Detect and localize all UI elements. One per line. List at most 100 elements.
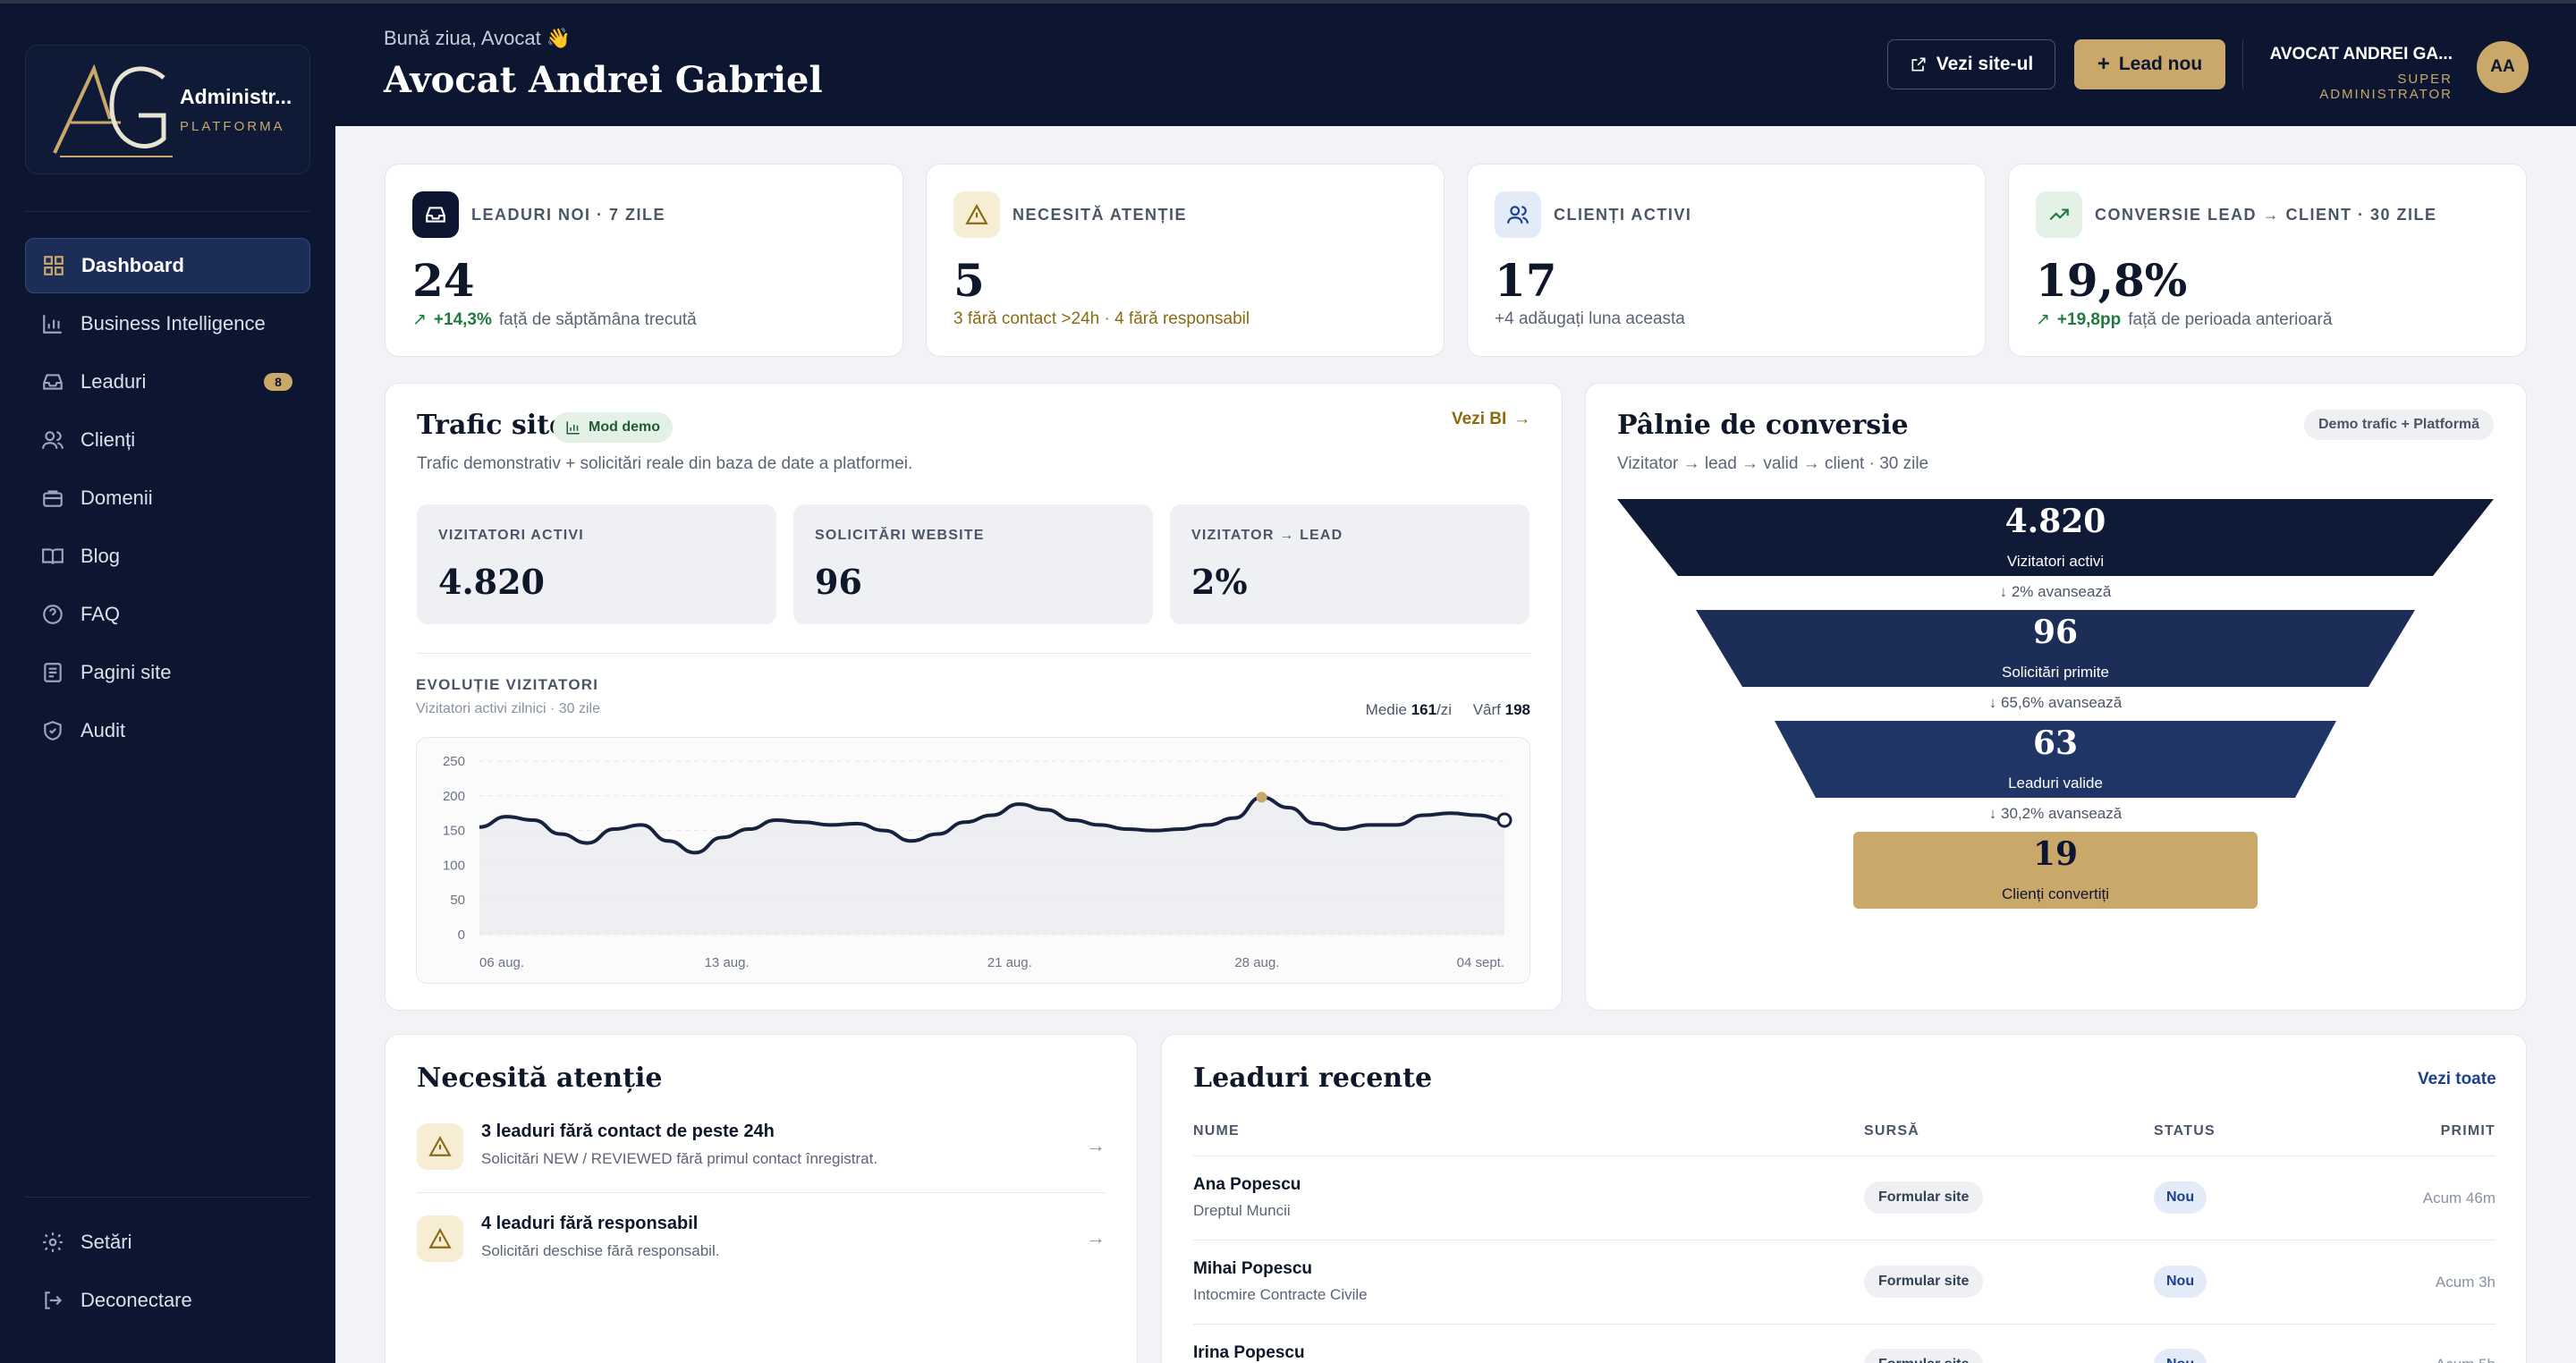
arrow-down-icon: ↓: [1988, 805, 2002, 822]
stat-value: 96: [815, 562, 862, 602]
kpi-label: NECESITĂ ATENȚIE: [1013, 206, 1188, 224]
x-tick-label: 28 aug.: [1234, 955, 1279, 970]
lead-received-time: Acum 5h: [2317, 1356, 2496, 1363]
funnel-label: Vizitatori activi: [2006, 553, 2105, 570]
funnel-stage-requests[interactable]: [1696, 610, 2415, 687]
kpi-note-text: față de săptămâna trecută: [498, 309, 697, 329]
stat-active-visitors: VIZITATORI ACTIVI 4.820: [417, 504, 776, 624]
kpi-value: 24: [412, 254, 475, 307]
view-all-link[interactable]: Vezi toate: [2418, 1070, 2496, 1088]
attention-item-no-owner[interactable]: 4 leaduri fără responsabil Solicitări de…: [417, 1206, 1106, 1283]
inbox-icon: [41, 370, 64, 394]
sidebar-item-faq[interactable]: FAQ: [25, 587, 310, 642]
arrow-down-icon: ↓: [1999, 583, 2012, 600]
user-name[interactable]: AVOCAT ANDREI GA...: [2269, 45, 2453, 63]
view-bi-link[interactable]: Vezi BI →: [1452, 410, 1530, 429]
funnel-shapes: [1617, 499, 2494, 909]
sidebar-item-pagini-site[interactable]: Pagini site: [25, 645, 310, 700]
kpi-card-attention[interactable]: NECESITĂ ATENȚIE 5 3 fără contact >24h ·…: [926, 164, 1445, 357]
avatar[interactable]: AA: [2477, 41, 2529, 93]
kpi-note-text: față de perioada anterioară: [2128, 309, 2333, 329]
header-divider: [2242, 39, 2243, 89]
lead-source-chip: Formular site: [1864, 1266, 1984, 1298]
funnel-stage-clients[interactable]: [1853, 832, 2258, 909]
arrow-right-icon: →: [1086, 1134, 1106, 1156]
sidebar-item-audit[interactable]: Audit: [25, 703, 310, 758]
kpi-label: CLIENȚI ACTIVI: [1554, 206, 1692, 224]
sidebar-item-blog[interactable]: Blog: [25, 529, 310, 584]
avg-unit: /zi: [1436, 701, 1453, 718]
attention-item-subtitle: Solicitări NEW / REVIEWED fără primul co…: [481, 1150, 878, 1167]
gear-icon: [41, 1231, 64, 1254]
lead-received-time: Acum 3h: [2435, 1274, 2496, 1291]
funnel-stage-valid[interactable]: [1775, 721, 2336, 798]
bar-chart-icon: [41, 312, 64, 335]
traffic-title: Trafic site: [417, 410, 567, 441]
y-tick-label: 100: [443, 858, 465, 873]
sidebar-item-label: Audit: [80, 719, 126, 741]
view-bi-label: Vezi BI: [1452, 410, 1507, 428]
new-lead-button[interactable]: + Lead nou: [2074, 39, 2225, 89]
brand-block[interactable]: Administr... PLATFORMA: [25, 45, 310, 174]
funnel-demo-tag: Demo trafic + Platformă: [2304, 410, 2495, 440]
x-tick-label: 04 sept.: [1457, 955, 1504, 970]
arrow-down-icon: ↓: [1988, 694, 2002, 711]
x-tick-label: 06 aug.: [479, 955, 524, 970]
sidebar-item-label: Clienți: [80, 428, 136, 451]
kpi-card-conversion[interactable]: CONVERSIE LEAD → CLIENT · 30 ZILE 19,8% …: [2008, 164, 2527, 357]
sidebar: Administr... PLATFORMA Dashboard Busines…: [0, 0, 335, 1363]
sidebar-item-setari[interactable]: Setări: [25, 1215, 310, 1270]
greeting: Bună ziua, Avocat 👋: [384, 27, 572, 49]
arrow-right-icon: →: [1513, 410, 1531, 428]
status-badge: Nou: [2154, 1266, 2207, 1298]
lead-practice-area: Dreptul Muncii: [1193, 1202, 1291, 1219]
funnel-stage-visitors[interactable]: [1617, 499, 2494, 576]
attention-title: Necesită atenție: [417, 1062, 663, 1094]
sidebar-item-deconectare[interactable]: Deconectare: [25, 1273, 310, 1328]
sidebar-item-label: Pagini site: [80, 661, 172, 683]
funnel-value: 19: [2032, 835, 2079, 873]
kpi-note: ↗ +14,3% față de săptămâna trecută: [412, 309, 697, 330]
external-link-icon: [1911, 57, 1926, 72]
brand-subtitle: PLATFORMA: [180, 119, 285, 134]
attention-card: [385, 1034, 1138, 1363]
column-header-status[interactable]: STATUS: [2154, 1123, 2216, 1139]
sidebar-item-domenii[interactable]: Domenii: [25, 470, 310, 526]
peak-point: [1256, 792, 1267, 803]
top-header: Bună ziua, Avocat 👋 Avocat Andrei Gabrie…: [335, 0, 2576, 126]
kpi-delta: +19,8pp: [2056, 309, 2122, 329]
column-header-source[interactable]: SURSĂ: [1864, 1123, 1920, 1139]
sidebar-item-leaduri[interactable]: Leaduri 8: [25, 354, 310, 410]
attention-divider: [417, 1192, 1106, 1193]
y-tick-label: 200: [443, 789, 465, 804]
kpi-label: LEADURI NOI · 7 ZILE: [471, 206, 666, 224]
sidebar-item-dashboard[interactable]: Dashboard: [25, 238, 310, 293]
demo-mode-chip: Mod demo: [553, 412, 673, 443]
kpi-card-active-clients[interactable]: CLIENȚI ACTIVI 17 +4 adăugați luna aceas…: [1467, 164, 1986, 357]
sidebar-divider: [25, 1197, 310, 1198]
help-circle-icon: [41, 603, 64, 626]
funnel-advance-text: 2% avansează: [2011, 583, 2112, 600]
visitors-chart: 0 50 100 150 200 250 06 aug. 13 aug. 21 aug. 28 a…: [416, 737, 1530, 984]
visitors-line-chart: 0 50 100 150 200 250 06 aug. 13 aug. 21 aug. 28 a…: [443, 754, 1513, 970]
column-header-name[interactable]: NUME: [1193, 1123, 1240, 1139]
plus-icon: +: [2097, 52, 2110, 76]
view-site-label: Vezi site-ul: [1936, 54, 2034, 74]
attention-item-title: 4 leaduri fără responsabil: [481, 1214, 699, 1233]
demo-mode-label: Mod demo: [589, 419, 660, 435]
alert-triangle-icon: [417, 1215, 463, 1262]
y-tick-label: 0: [458, 927, 465, 943]
sidebar-item-label: Setări: [80, 1231, 132, 1253]
sidebar-item-clienti[interactable]: Clienți: [25, 412, 310, 468]
user-role: SUPER ADMINISTRATOR: [2319, 72, 2453, 102]
traffic-subtitle: Trafic demonstrativ + solicitări reale d…: [417, 454, 913, 473]
kpi-delta: +14,3%: [433, 309, 492, 329]
column-header-received[interactable]: PRIMIT: [2440, 1123, 2496, 1139]
kpi-card-new-leads[interactable]: LEADURI NOI · 7 ZILE 24 ↗ +14,3% față de…: [385, 164, 903, 357]
attention-item-no-contact[interactable]: 3 leaduri fără contact de peste 24h Soli…: [417, 1114, 1106, 1191]
view-site-button[interactable]: Vezi site-ul: [1887, 39, 2055, 89]
section-divider: [417, 653, 1530, 654]
funnel-label: Clienți convertiți: [2002, 885, 2109, 902]
sidebar-item-business-intelligence[interactable]: Business Intelligence: [25, 296, 310, 351]
sidebar-item-label: Blog: [80, 545, 121, 567]
